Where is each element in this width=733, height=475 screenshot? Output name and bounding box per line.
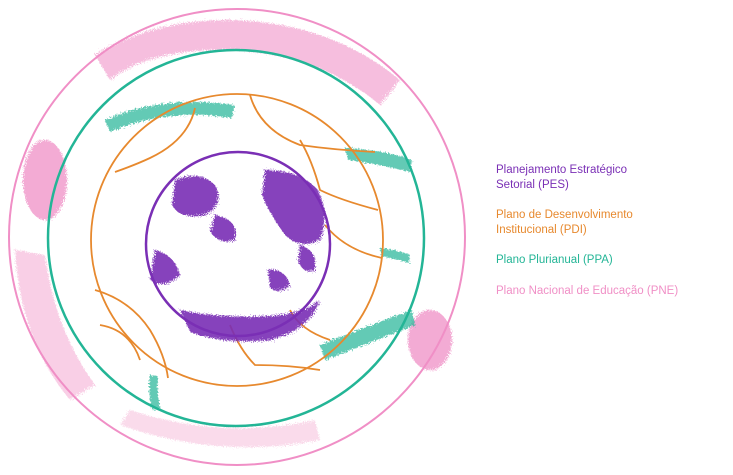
pdi-ring	[90, 93, 384, 387]
legend-item-pes: Planejamento Estratégico Setorial (PES)	[496, 164, 628, 191]
legend-item-pne: Plano Nacional de Educação (PNE)	[496, 285, 679, 297]
legend-item-pdi: Plano de Desenvolvimento Institucional (…	[496, 209, 633, 236]
legend: Planejamento Estratégico Setorial (PES) …	[496, 163, 731, 311]
nested-plans-diagram	[8, 8, 466, 466]
legend-item-ppa: Plano Plurianual (PPA)	[496, 254, 613, 266]
pes-circle	[144, 150, 332, 342]
ppa-ring	[46, 48, 426, 428]
pne-ring	[8, 8, 466, 466]
